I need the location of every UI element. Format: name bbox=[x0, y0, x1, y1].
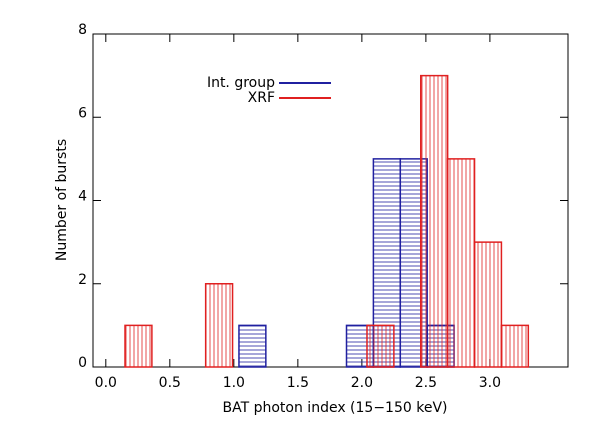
legend-label: XRF bbox=[248, 90, 275, 106]
x-tick-label: 2.0 bbox=[351, 375, 373, 391]
legend-label: Int. group bbox=[207, 75, 275, 91]
bar bbox=[124, 324, 153, 368]
x-tick-label: 1.5 bbox=[287, 375, 309, 391]
x-tick-label: 2.5 bbox=[415, 375, 437, 391]
y-axis-label: Number of bursts bbox=[54, 139, 70, 261]
x-tick-label: 0.0 bbox=[95, 375, 117, 391]
x-tick-label: 0.5 bbox=[159, 375, 181, 391]
bar bbox=[238, 324, 267, 368]
bar bbox=[420, 74, 449, 368]
y-tick-label: 0 bbox=[78, 355, 87, 371]
bar bbox=[500, 324, 530, 368]
y-tick-label: 2 bbox=[78, 272, 87, 288]
x-tick-label: 1.0 bbox=[223, 375, 245, 391]
y-tick-label: 8 bbox=[78, 22, 87, 38]
x-axis-label: BAT photon index (15−150 keV) bbox=[223, 400, 448, 416]
bar bbox=[204, 283, 234, 368]
y-tick-label: 6 bbox=[78, 105, 87, 121]
bar bbox=[366, 324, 395, 368]
x-tick-label: 3.0 bbox=[479, 375, 501, 391]
bar bbox=[446, 158, 476, 368]
y-tick-label: 4 bbox=[78, 189, 87, 205]
bar bbox=[473, 241, 503, 368]
